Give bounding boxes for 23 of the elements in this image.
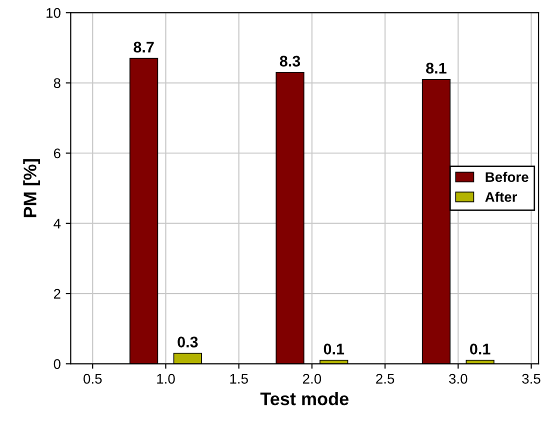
y-axis-title: PM [%] (23, 159, 40, 218)
y-tick-label: 6 (54, 148, 60, 158)
legend-label: Before (486, 172, 528, 182)
data-label: 8.3 (280, 56, 300, 67)
x-tick-label: 1.5 (230, 374, 248, 384)
x-tick-label: 0.5 (84, 374, 102, 384)
legend-label: After (485, 192, 518, 202)
data-label: 0.1 (470, 344, 490, 354)
y-tick-label: 0 (54, 359, 60, 369)
data-label: 0.3 (178, 336, 198, 348)
y-tick-label: 10 (46, 8, 60, 18)
x-tick-label: 3.5 (522, 374, 540, 384)
x-tick-label: 2.5 (376, 374, 394, 384)
x-tick-label: 2.0 (302, 374, 322, 384)
y-tick-label: 2 (54, 288, 60, 299)
data-label: 8.1 (426, 62, 446, 74)
x-axis-title: Test mode (260, 392, 349, 406)
x-tick-label: 1.0 (157, 374, 175, 384)
y-tick-label: 4 (54, 218, 61, 228)
data-label: 0.1 (324, 344, 344, 354)
x-tick-label: 3.0 (449, 374, 468, 384)
y-tick-label: 8 (54, 78, 60, 88)
data-label: 8.7 (134, 42, 154, 53)
